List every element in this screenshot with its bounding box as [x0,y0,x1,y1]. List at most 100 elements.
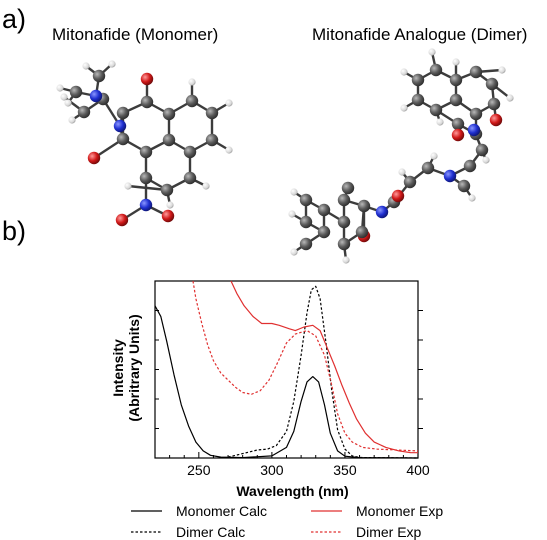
carbon-atom [487,97,501,111]
carbon-atom [337,215,351,229]
series-line-dimer-exp [192,280,419,452]
oxygen-atom [87,151,101,165]
oxygen-atom [161,209,175,223]
panel-a-label: a) [2,4,27,34]
carbon-atom [421,161,435,175]
x-tick-label: 400 [406,462,430,478]
oxygen-atom [391,189,405,203]
hydrogen-atom [225,99,233,107]
carbon-atom [429,63,443,77]
carbon-atom [205,133,219,147]
legend-label-dimer-calc: Dimer Calc [176,524,246,540]
carbon-atom [403,175,417,189]
carbon-atom [457,179,471,193]
hydrogen-atom [202,182,210,190]
carbon-atom [139,145,153,159]
carbon-atom [357,199,371,213]
hydrogen-atom [68,116,76,124]
carbon-atom [449,73,463,87]
carbon-atom [185,94,199,108]
carbon-atom [299,215,313,229]
carbon-atom [205,106,219,120]
legend-label-monomer-calc: Monomer Calc [176,503,268,519]
carbon-atom [139,171,153,185]
hydrogen-atom [166,201,174,209]
carbon-atom [449,93,463,107]
carbon-atom [299,237,313,251]
series-line-monomer-calc [154,305,419,459]
hydrogen-atom [290,188,298,196]
carbon-atom [77,105,91,119]
carbon-atom [463,159,477,173]
x-axis-label-text: Wavelength (nm) [236,483,349,499]
x-tick-label: 300 [260,462,284,478]
carbon-atom [411,73,425,87]
hydrogen-atom [482,156,490,164]
hydrogen-atom [398,168,406,176]
nitrogen-atom [467,123,481,137]
x-axis-label: Wavelength (nm) [0,484,547,498]
nitrogen-atom [375,205,389,219]
carbon-atom [116,132,130,146]
hydrogen-atom [400,104,408,112]
carbon-atom [337,193,351,207]
carbon-atom [140,95,154,109]
dimer-molecule [288,48,514,264]
hydrogen-atom [290,248,298,256]
carbon-atom [469,107,483,121]
series-line-monomer-exp [230,280,418,454]
carbon-atom [299,193,313,207]
carbon-atom [69,85,83,99]
x-tick-label: 350 [333,462,357,478]
chart-series [154,280,419,459]
hydrogen-atom [468,194,476,202]
hydrogen-atom [430,152,438,160]
carbon-atom [92,69,106,83]
carbon-atom [451,117,465,131]
hydrogen-atom [342,256,350,264]
dimer-title: Mitonafide Analogue (Dimer) [312,25,528,44]
oxygen-atom [115,213,129,227]
hydrogen-atom [452,58,460,66]
carbon-atom [429,103,443,117]
hydrogen-atom [225,146,233,154]
hydrogen-atom [64,99,72,107]
carbon-atom [469,65,483,79]
carbon-atom [162,133,176,147]
carbon-atom [317,225,331,239]
legend-label-dimer-exp: Dimer Exp [356,524,422,540]
hydrogen-atom [428,48,436,56]
hydrogen-atom [400,68,408,76]
bond [127,184,168,192]
hydrogen-atom [124,182,132,190]
hydrogen-atom [506,94,514,102]
carbon-atom [183,171,197,185]
carbon-atom [411,93,425,107]
nitrogen-atom [443,169,457,183]
carbon-atom [160,183,174,197]
carbon-atom [116,106,130,120]
nitrogen-atom [89,89,103,103]
series-line-dimer-calc [227,285,419,459]
hydrogen-atom [108,60,116,68]
carbon-atom [341,181,355,195]
oxygen-atom [451,128,465,142]
monomer-title: Mitonafide (Monomer) [52,25,219,44]
hydrogen-atom [60,93,68,101]
hydrogen-atom [56,84,64,92]
carbon-atom [475,143,489,157]
x-tick-label: 250 [187,462,211,478]
oxygen-atom [140,72,154,86]
hydrogen-atom [288,210,296,218]
monomer-molecule [56,60,233,227]
hydrogen-atom [188,78,196,86]
hydrogen-atom [498,66,506,74]
hydrogen-atom [82,62,90,70]
carbon-atom [317,203,331,217]
chart-ticks: 250 300 350 400 [155,310,430,478]
carbon-atom [337,237,351,251]
